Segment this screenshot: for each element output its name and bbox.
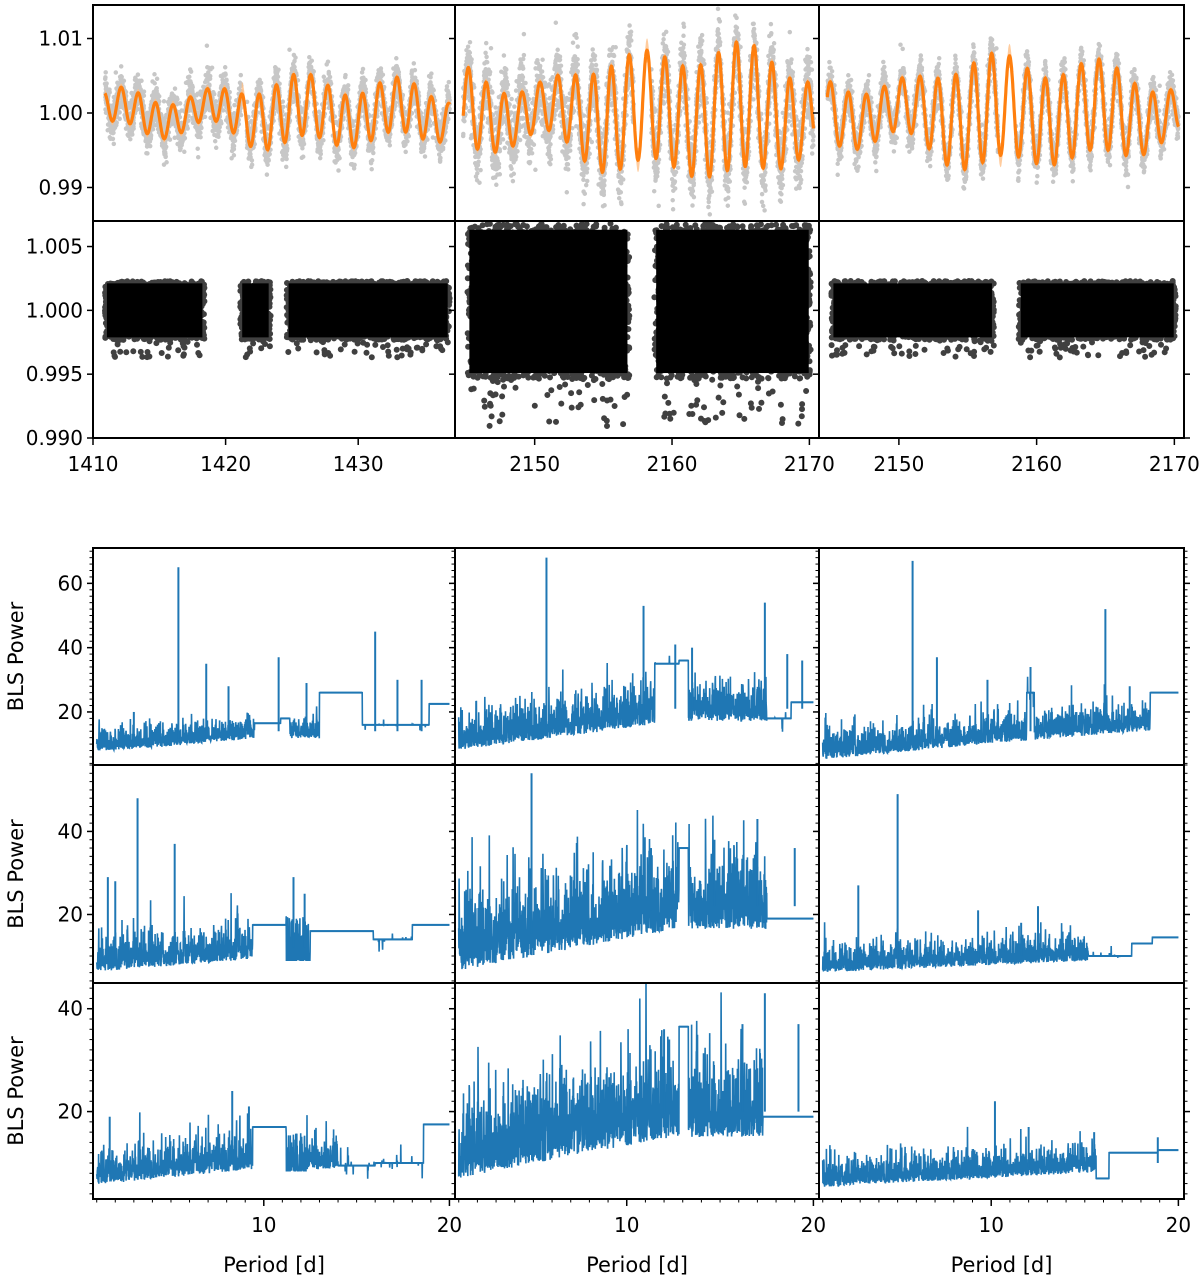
bls-power-line bbox=[821, 1126, 1179, 1187]
bls-axes-r3c3: 10 20 Period [d] bbox=[813, 982, 1191, 1277]
y-tick-label: 20 bbox=[58, 700, 83, 724]
flux-points bbox=[102, 278, 453, 361]
y-tick-label: 1.005 bbox=[26, 235, 83, 259]
x-tick-label: 1420 bbox=[200, 452, 251, 476]
gp-model-line bbox=[103, 72, 452, 152]
detrended-flux-panel-3 bbox=[828, 278, 1179, 361]
axes-frame bbox=[92, 764, 456, 984]
y-axis-label: BLS Power bbox=[4, 819, 28, 929]
detrended-flux-panel-2 bbox=[464, 221, 814, 429]
y-axis-label: BLS Power bbox=[4, 601, 28, 711]
bls-power-line bbox=[457, 809, 814, 970]
raw-flux-panel-2 bbox=[460, 6, 816, 217]
x-axis-label: Period [d] bbox=[223, 1253, 325, 1277]
bls-panel-r3c1 bbox=[95, 1091, 450, 1184]
x-axis-label: Period [d] bbox=[951, 1253, 1053, 1277]
raw-flux-panel-3 bbox=[825, 36, 1181, 191]
x-tick-label: 20 bbox=[437, 1213, 462, 1237]
y-tick-label: 40 bbox=[58, 819, 83, 843]
x-tick-label: 20 bbox=[801, 1213, 826, 1237]
y-tick-label: 1.00 bbox=[38, 101, 83, 125]
y-tick-label: 40 bbox=[58, 636, 83, 660]
bls-panel-r3c2 bbox=[457, 983, 814, 1178]
x-tick-label: 2150 bbox=[873, 452, 924, 476]
axes-frame bbox=[818, 220, 1185, 439]
x-tick-label: 2150 bbox=[509, 452, 560, 476]
detrended-flux-axes-1: 0.990 0.995 1.000 1.005 1410 1420 1430 bbox=[26, 220, 456, 476]
raw-flux-panel-1 bbox=[102, 43, 452, 177]
y-tick-label: 1.01 bbox=[38, 27, 83, 51]
y-tick-label: 1.000 bbox=[26, 298, 83, 322]
x-tick-label: 1430 bbox=[333, 452, 384, 476]
bls-panel-r3c3 bbox=[821, 1101, 1179, 1187]
bls-panel-r2c2 bbox=[457, 773, 814, 970]
bls-panel-r1c1 bbox=[95, 567, 450, 753]
y-tick-label: 0.990 bbox=[26, 426, 83, 450]
bls-axes-r1c1: 20 40 60 BLS Power bbox=[4, 547, 456, 766]
y-tick-label: 0.99 bbox=[38, 175, 83, 199]
x-tick-label: 10 bbox=[614, 1213, 639, 1237]
x-tick-label: 10 bbox=[978, 1213, 1003, 1237]
flux-points bbox=[828, 278, 1179, 361]
flux-points bbox=[464, 221, 814, 429]
bls-power-line bbox=[821, 676, 1179, 759]
gp-model-line bbox=[461, 40, 816, 179]
bls-axes-r2c1: 20 40 BLS Power bbox=[4, 764, 456, 984]
bls-power-line bbox=[821, 922, 1179, 972]
gp-model-line bbox=[825, 51, 1180, 172]
bls-panel-r2c3 bbox=[821, 794, 1179, 972]
bls-power-line bbox=[95, 1112, 450, 1184]
bls-power-line bbox=[457, 983, 814, 1178]
model-uncertainty-band bbox=[104, 70, 450, 154]
y-tick-label: 20 bbox=[58, 902, 83, 926]
detrended-flux-axes-3: 2150 2160 2170 bbox=[813, 220, 1200, 476]
bls-power-line bbox=[457, 655, 814, 749]
detrended-flux-panel-1 bbox=[102, 278, 453, 361]
x-tick-label: 2170 bbox=[1149, 452, 1200, 476]
flux-points bbox=[460, 6, 816, 217]
bls-panel-r2c1 bbox=[95, 798, 450, 971]
x-tick-label: 1410 bbox=[68, 452, 119, 476]
x-tick-label: 2160 bbox=[1011, 452, 1062, 476]
y-tick-label: 0.995 bbox=[26, 362, 83, 386]
y-tick-label: 20 bbox=[58, 1100, 83, 1124]
x-tick-label: 2160 bbox=[647, 452, 698, 476]
x-tick-label: 20 bbox=[1166, 1213, 1191, 1237]
x-axis-label: Period [d] bbox=[586, 1253, 688, 1277]
y-tick-label: 60 bbox=[58, 571, 83, 595]
y-tick-label: 40 bbox=[58, 997, 83, 1021]
y-axis-label: BLS Power bbox=[4, 1036, 28, 1146]
bls-power-line bbox=[95, 893, 450, 971]
x-tick-label: 2170 bbox=[784, 452, 835, 476]
bls-panel-r1c2 bbox=[457, 557, 814, 749]
x-tick-label: 10 bbox=[251, 1213, 276, 1237]
bls-panel-r1c3 bbox=[821, 560, 1179, 759]
